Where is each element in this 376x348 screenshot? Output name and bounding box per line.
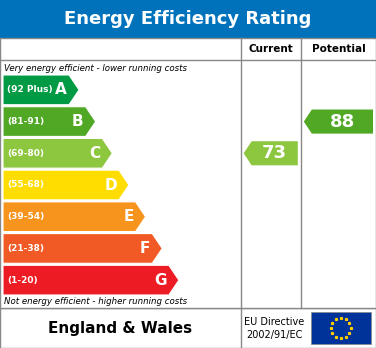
Text: (1-20): (1-20) xyxy=(7,276,38,285)
Text: England & Wales: England & Wales xyxy=(48,321,193,335)
Bar xyxy=(0,38,376,308)
Text: A: A xyxy=(55,82,67,97)
Polygon shape xyxy=(3,75,79,105)
Bar xyxy=(0,308,376,348)
Text: (55-68): (55-68) xyxy=(7,181,44,190)
Text: E: E xyxy=(123,209,133,224)
Text: Not energy efficient - higher running costs: Not energy efficient - higher running co… xyxy=(4,297,187,306)
Polygon shape xyxy=(3,234,162,263)
Polygon shape xyxy=(244,141,298,165)
Text: 73: 73 xyxy=(262,144,287,162)
Text: 2002/91/EC: 2002/91/EC xyxy=(246,330,303,340)
Polygon shape xyxy=(3,170,129,200)
Polygon shape xyxy=(3,265,179,295)
Text: G: G xyxy=(155,272,167,288)
Polygon shape xyxy=(3,202,146,231)
Polygon shape xyxy=(3,107,96,136)
Text: (21-38): (21-38) xyxy=(7,244,44,253)
Text: Current: Current xyxy=(248,44,293,54)
Text: B: B xyxy=(72,114,84,129)
Text: F: F xyxy=(140,241,150,256)
Text: D: D xyxy=(104,177,117,192)
Bar xyxy=(0,0,376,38)
Text: (69-80): (69-80) xyxy=(7,149,44,158)
Text: Very energy efficient - lower running costs: Very energy efficient - lower running co… xyxy=(4,64,187,73)
Text: Energy Efficiency Rating: Energy Efficiency Rating xyxy=(64,10,312,28)
Polygon shape xyxy=(3,139,112,168)
Text: 88: 88 xyxy=(330,112,355,130)
Text: Potential: Potential xyxy=(312,44,365,54)
Text: EU Directive: EU Directive xyxy=(244,317,305,327)
Text: C: C xyxy=(89,146,100,161)
Polygon shape xyxy=(304,110,373,134)
Text: (81-91): (81-91) xyxy=(7,117,44,126)
Text: (92 Plus): (92 Plus) xyxy=(7,85,53,94)
Bar xyxy=(311,313,371,343)
Text: (39-54): (39-54) xyxy=(7,212,44,221)
